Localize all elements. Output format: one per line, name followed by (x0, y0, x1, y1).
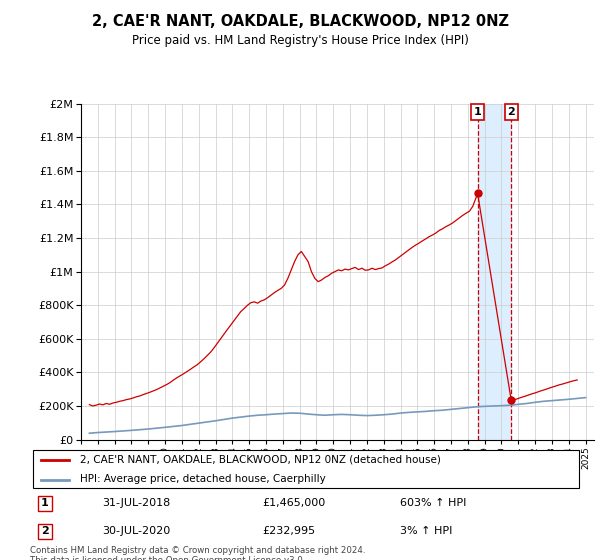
Text: 3% ↑ HPI: 3% ↑ HPI (400, 526, 452, 536)
FancyBboxPatch shape (33, 450, 579, 488)
Bar (478, 104, 511, 440)
Text: HPI: Average price, detached house, Caerphilly: HPI: Average price, detached house, Caer… (80, 474, 325, 484)
Text: 30-JUL-2020: 30-JUL-2020 (102, 526, 170, 536)
Text: 1: 1 (474, 107, 481, 117)
Text: 2: 2 (508, 107, 515, 117)
Text: 1: 1 (41, 498, 49, 508)
Text: 2: 2 (41, 526, 49, 536)
Text: 31-JUL-2018: 31-JUL-2018 (102, 498, 170, 508)
Text: 2, CAE'R NANT, OAKDALE, BLACKWOOD, NP12 0NZ (detached house): 2, CAE'R NANT, OAKDALE, BLACKWOOD, NP12 … (80, 455, 440, 465)
Text: Price paid vs. HM Land Registry's House Price Index (HPI): Price paid vs. HM Land Registry's House … (131, 34, 469, 46)
Text: £232,995: £232,995 (262, 526, 315, 536)
Text: £1,465,000: £1,465,000 (262, 498, 325, 508)
Text: Contains HM Land Registry data © Crown copyright and database right 2024.
This d: Contains HM Land Registry data © Crown c… (30, 546, 365, 560)
Text: 603% ↑ HPI: 603% ↑ HPI (400, 498, 466, 508)
Text: 2, CAE'R NANT, OAKDALE, BLACKWOOD, NP12 0NZ: 2, CAE'R NANT, OAKDALE, BLACKWOOD, NP12 … (91, 14, 509, 29)
